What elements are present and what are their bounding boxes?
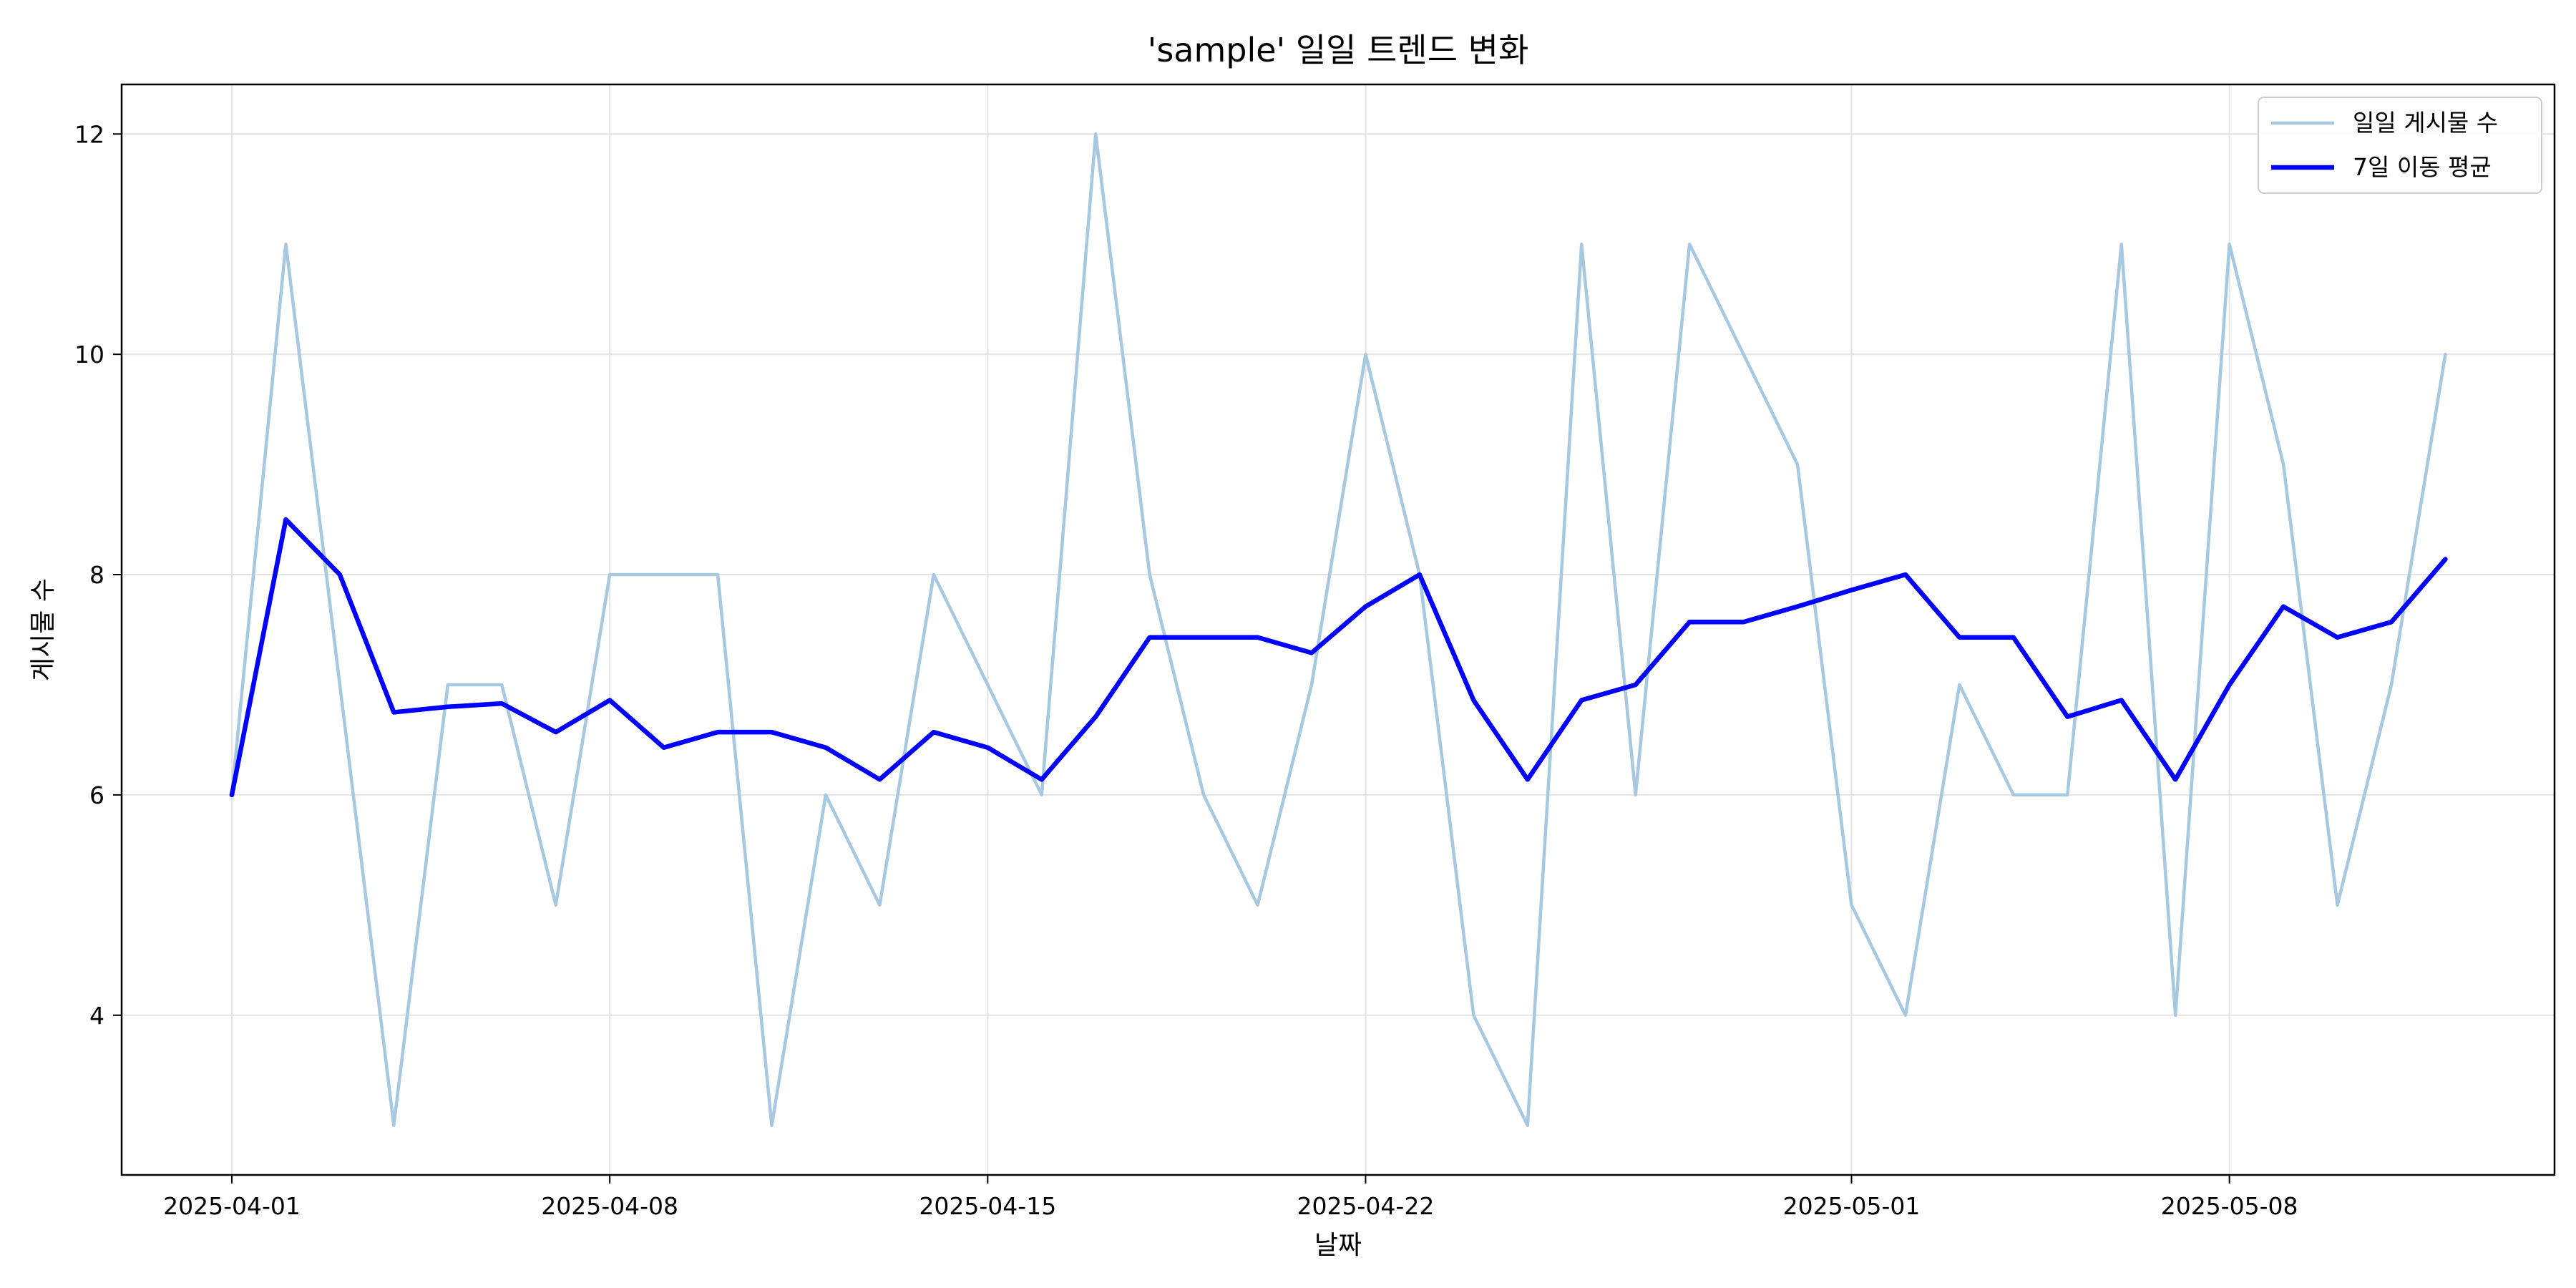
x-tick-label: 2025-05-01 — [1783, 1192, 1921, 1220]
legend-label-2: 7일 이동 평균 — [2353, 153, 2492, 181]
y-axis: 4 6 8 10 12 — [74, 120, 122, 1030]
series-line-2 — [229, 517, 2448, 798]
x-tick-label: 2025-04-15 — [919, 1192, 1056, 1220]
y-tick-label: 8 — [89, 561, 104, 589]
x-tick-label: 2025-04-08 — [541, 1192, 678, 1220]
x-tick-label: 2025-04-22 — [1297, 1192, 1435, 1220]
x-tick-label: 2025-04-01 — [163, 1192, 301, 1220]
chart-title: 'sample' 일일 트렌드 변화 — [1148, 31, 1529, 69]
x-axis: 2025-04-01 2025-04-08 2025-04-15 2025-04-22… — [163, 1175, 2298, 1220]
legend: 일일 게시물 수 7일 이동 평균 — [2258, 97, 2542, 194]
legend-label-1: 일일 게시물 수 — [2353, 109, 2498, 137]
x-tick-label: 2025-05-08 — [2161, 1192, 2298, 1220]
y-tick-label: 10 — [74, 341, 104, 369]
y-tick-label: 12 — [74, 120, 104, 148]
y-axis-label: 게시물 수 — [29, 578, 58, 681]
series-line-1 — [230, 132, 2447, 1127]
plot-frame — [120, 83, 2556, 1176]
series-layer — [229, 132, 2448, 1127]
y-tick-label: 4 — [89, 1002, 104, 1030]
y-tick-label: 6 — [89, 781, 104, 809]
x-axis-label: 날짜 — [1314, 1231, 1362, 1260]
